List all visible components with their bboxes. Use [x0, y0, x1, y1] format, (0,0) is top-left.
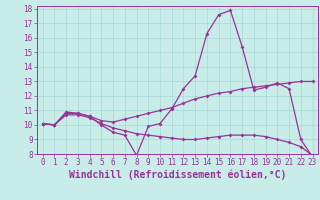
X-axis label: Windchill (Refroidissement éolien,°C): Windchill (Refroidissement éolien,°C)	[69, 170, 286, 180]
